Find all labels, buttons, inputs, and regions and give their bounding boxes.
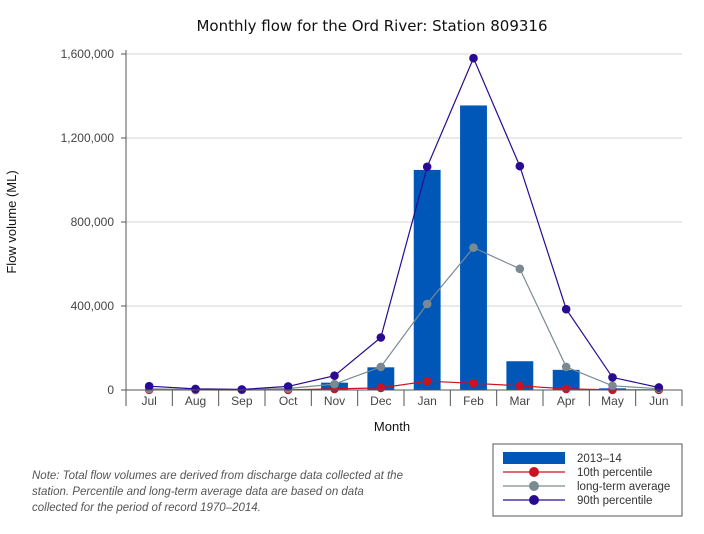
data-point	[469, 243, 478, 252]
y-tick-label: 1,600,000	[61, 47, 115, 61]
legend-marker	[529, 495, 539, 505]
axes-layer: 0 400,000 800,000 1,200,000 1,600,000 Jul Aug S…	[61, 47, 683, 408]
legend: 2013–14 10th percentile long-term average 9…	[492, 443, 683, 517]
x-tick-label: Jul	[141, 394, 156, 408]
data-point	[469, 53, 478, 63]
legend-marker	[529, 467, 539, 477]
data-point	[191, 384, 200, 394]
x-axis-label: Month	[374, 419, 410, 434]
series-line	[149, 246, 659, 391]
data-point	[144, 381, 154, 391]
x-tick-label: Feb	[463, 394, 484, 408]
data-point	[469, 378, 478, 388]
x-tick-label: Apr	[557, 394, 576, 408]
x-tick-label: Jun	[649, 394, 668, 408]
lines-layer	[144, 53, 664, 395]
data-point	[608, 373, 617, 382]
x-tick-label: Sep	[231, 394, 253, 408]
data-point	[237, 385, 247, 394]
x-tick-label: Dec	[370, 394, 391, 408]
data-point	[376, 333, 386, 342]
data-point	[376, 362, 386, 372]
legend-marker	[529, 481, 539, 491]
legend-label: long-term average	[577, 481, 670, 493]
data-point	[422, 299, 432, 309]
data-point	[561, 384, 571, 394]
data-point	[515, 381, 525, 391]
data-point	[376, 383, 386, 393]
data-point	[330, 379, 339, 389]
bars-layer	[135, 105, 673, 390]
chart-title: Monthly flow for the Ord River: Station …	[196, 17, 547, 35]
series-line	[149, 56, 659, 391]
x-tick-label: Jan	[417, 394, 436, 408]
footnote: Note: Total flow volumes are derived fro…	[32, 470, 403, 514]
data-point	[561, 304, 571, 314]
bar	[367, 367, 395, 390]
y-tick-label: 1,200,000	[61, 131, 115, 145]
legend-label: 2013–14	[577, 453, 622, 465]
legend-swatch	[503, 452, 565, 464]
bar	[413, 169, 441, 390]
x-tick-label: May	[601, 394, 624, 408]
y-tick-label: 800,000	[71, 215, 115, 229]
x-tick-label: Aug	[185, 394, 206, 408]
data-point	[515, 161, 525, 171]
grid-layer	[126, 53, 682, 307]
x-tick-label: Mar	[509, 394, 530, 408]
y-tick-label: 0	[107, 383, 114, 397]
legend-label: 10th percentile	[577, 467, 652, 479]
data-point	[330, 371, 339, 381]
y-tick-label: 400,000	[71, 299, 115, 313]
x-tick-label: Oct	[279, 394, 298, 408]
y-axis-label: Flow volume (ML)	[4, 170, 19, 273]
data-point	[515, 264, 525, 274]
data-point	[422, 162, 432, 172]
data-point	[561, 362, 571, 372]
legend-label: 90th percentile	[577, 495, 652, 507]
bar	[552, 369, 580, 390]
x-tick-label: Nov	[324, 394, 345, 408]
data-point	[422, 376, 432, 386]
data-point	[283, 382, 293, 391]
data-point	[608, 381, 617, 391]
